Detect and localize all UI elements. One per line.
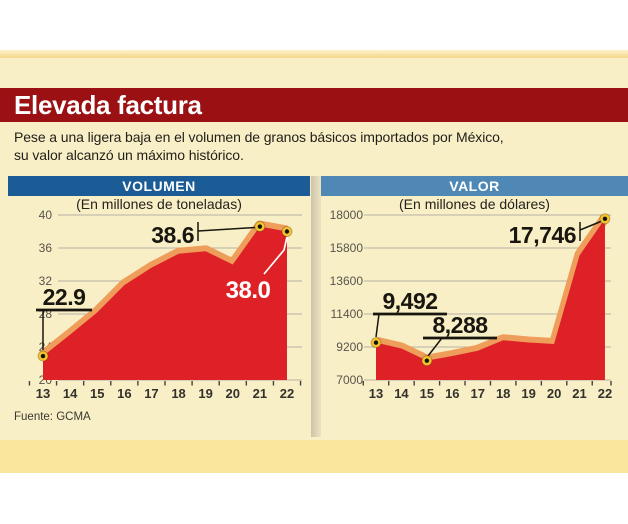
data-label: 8,288 — [432, 312, 488, 338]
panel-divider — [311, 176, 321, 437]
annotation-line — [375, 313, 380, 338]
x-axis-label: 19 — [521, 386, 535, 401]
y-axis-label: 40 — [39, 208, 53, 222]
x-axis-label: 13 — [369, 386, 383, 401]
data-point-marker — [602, 216, 608, 222]
data-point-marker — [284, 229, 290, 234]
data-label: 22.9 — [43, 284, 86, 310]
data-label: 9,492 — [382, 288, 437, 314]
y-axis-label: 7000 — [336, 373, 363, 387]
annotation-line — [263, 236, 288, 275]
y-axis-label: 13600 — [330, 274, 364, 288]
area-top-band — [39, 220, 288, 359]
data-label: 38.6 — [151, 222, 194, 248]
data-point-marker — [257, 224, 263, 229]
x-axis-label: 13 — [36, 386, 50, 401]
x-axis-label: 22 — [598, 386, 612, 401]
x-axis-label: 18 — [496, 386, 510, 401]
top-accent-strip — [0, 50, 628, 58]
x-axis-label: 15 — [90, 386, 104, 401]
data-point-marker — [373, 340, 379, 345]
bottom-accent-strip — [0, 440, 628, 473]
data-point-marker — [40, 353, 46, 359]
volumen-panel-header: VOLUMEN — [8, 176, 310, 196]
y-axis-label: 9200 — [336, 340, 363, 354]
valor-panel-header: VALOR — [321, 176, 628, 196]
x-axis-label: 15 — [420, 386, 434, 401]
valor-chart: 18000 15800 13600 11400 9200 7000 13 14 15 16 17 18… — [330, 208, 613, 401]
title-bar: Elevada factura — [0, 88, 628, 122]
x-axis-label: 14 — [63, 386, 78, 401]
data-label: 17,746 — [509, 222, 576, 248]
x-axis-label: 18 — [171, 386, 185, 401]
y-axis-label: 36 — [39, 241, 53, 255]
page-title: Elevada factura — [14, 90, 202, 120]
area-series — [43, 226, 287, 380]
volumen-panel-title: VOLUMEN — [122, 178, 196, 194]
x-axis-label: 17 — [471, 386, 485, 401]
intro-line-2: su valor alcanzó un máximo histórico. — [14, 146, 244, 163]
y-axis-label: 18000 — [330, 208, 364, 222]
x-axis-label: 19 — [198, 386, 212, 401]
valor-panel-subtitle: (En millones de dólares) — [399, 196, 550, 212]
y-axis-label: 32 — [39, 274, 53, 288]
y-axis-label: 11400 — [331, 307, 364, 321]
x-axis-label: 14 — [394, 386, 409, 401]
annotation-line — [579, 220, 603, 231]
source-text: Fuente: GCMA — [14, 411, 91, 423]
x-axis-label: 21 — [253, 386, 267, 401]
volumen-chart: 4036322824201314151617181920212222.938.6… — [28, 208, 302, 401]
intro-line-1: Pese a una ligera baja en el volumen de … — [14, 129, 504, 145]
area-top-band — [374, 214, 610, 365]
x-axis-label: 16 — [117, 386, 131, 401]
annotation-line — [197, 226, 256, 232]
y-axis-label: 15800 — [330, 241, 364, 255]
volumen-panel-subtitle: (En millones de toneladas) — [76, 196, 242, 212]
area-series — [376, 218, 605, 380]
annotation-line — [427, 337, 443, 357]
x-axis-label: 20 — [226, 386, 240, 401]
intro-text: Pese a una ligera baja en el volumen de … — [14, 129, 614, 164]
valor-panel-title: VALOR — [449, 178, 500, 194]
x-axis-label: 17 — [144, 386, 158, 401]
x-axis-label: 21 — [572, 386, 586, 401]
x-axis-label: 22 — [280, 386, 294, 401]
x-axis-label: 20 — [547, 386, 561, 401]
data-label: 38.0 — [226, 277, 271, 304]
x-axis-label: 16 — [445, 386, 459, 401]
data-point-marker — [424, 358, 430, 363]
